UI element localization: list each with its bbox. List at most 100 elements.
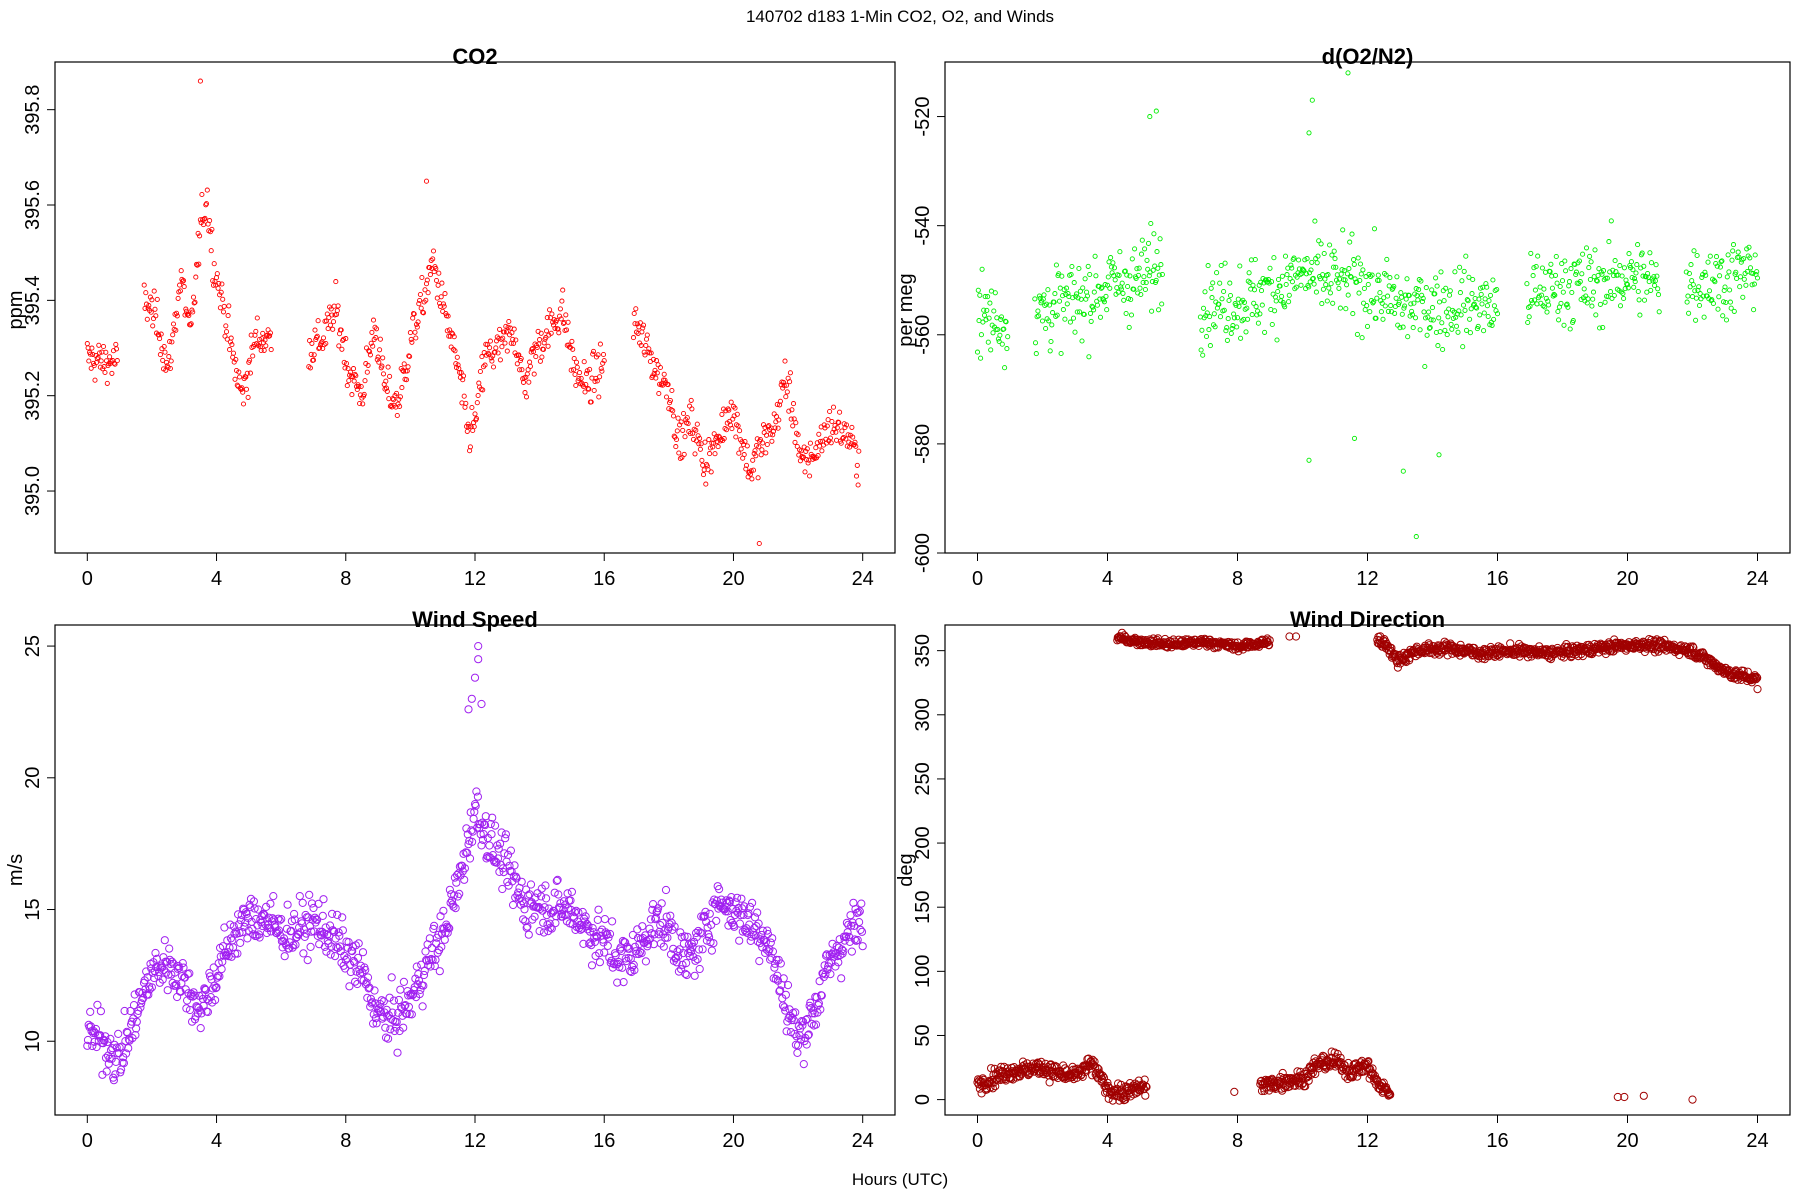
o2n2-data-point [1301, 268, 1307, 274]
o2n2-data-point [1556, 317, 1562, 323]
o2n2-data-point [1107, 285, 1113, 291]
o2n2-data-point [1052, 291, 1058, 297]
o2n2-data-point [1525, 319, 1531, 326]
co2-data-point [502, 340, 508, 346]
o2n2-data-point [1283, 281, 1289, 288]
co2-data-point [234, 382, 240, 388]
wind-speed-data-point [535, 927, 544, 936]
co2-data-point [190, 309, 196, 315]
co2-data-point [260, 330, 266, 336]
co2-data-point [707, 451, 713, 457]
wind-direction-data-point [1230, 1087, 1239, 1097]
co2-data-point [427, 272, 433, 278]
co2-data-point [153, 313, 159, 319]
co2-data-point [393, 390, 400, 396]
o2n2-data-point [1084, 293, 1090, 299]
o2n2-data-point [1590, 289, 1597, 295]
o2n2-data-point [1483, 281, 1489, 287]
co2-data-point [560, 320, 567, 327]
co2-data-point [442, 291, 448, 297]
o2n2-data-point [1701, 314, 1707, 320]
wind-speed-data-point [812, 993, 821, 1002]
co2-data-point [312, 327, 318, 333]
o2n2-data-point [1562, 258, 1568, 264]
o2n2-data-point [1365, 281, 1371, 288]
o2n2-data-point [1001, 326, 1007, 332]
o2n2-data-point [1696, 302, 1703, 309]
o2n2-data-point [1059, 273, 1065, 279]
o2n2-data-point [1221, 288, 1227, 295]
co2-data-point [210, 278, 216, 284]
co2-data-point [769, 438, 775, 444]
wind-direction-data-point [1639, 1091, 1648, 1100]
co2-data-point [377, 347, 383, 353]
o2n2-data-point [1528, 250, 1534, 256]
wind-speed-data-point [212, 983, 221, 992]
wind-speed-data-point [735, 936, 744, 945]
o2n2-data-point [1154, 249, 1160, 255]
o2n2-data-point [1460, 344, 1466, 350]
wind-direction-x-tick-label: 0 [972, 1130, 983, 1152]
o2n2-data-point [1719, 258, 1725, 264]
o2n2-data-point [1713, 254, 1720, 260]
co2-data-point [587, 366, 593, 372]
wind-speed-data-point [443, 928, 452, 938]
wind-speed-data-point [269, 892, 278, 901]
co2-data-point [425, 290, 431, 296]
wind-speed-data-point [517, 877, 526, 886]
co2-data-point [525, 367, 531, 373]
wind-speed-data-point [520, 905, 529, 914]
co2-data-point [485, 350, 491, 356]
co2-data-point [497, 357, 503, 363]
co2-data-point [856, 448, 862, 454]
o2n2-data-point [1378, 298, 1384, 304]
wind-direction-data-point [1094, 1065, 1103, 1074]
o2n2-data-point [1447, 288, 1453, 294]
wind-speed-data-point [217, 965, 226, 974]
wind-speed-data-point [163, 986, 172, 995]
o2n2-data-point [1310, 275, 1316, 281]
wind-direction-data-point [1088, 1055, 1097, 1065]
o2n2-data-point [1364, 323, 1371, 329]
wind-speed-data-point [172, 980, 181, 989]
o2n2-data-point [1422, 363, 1428, 370]
co2-data-point [533, 354, 539, 360]
wind-speed-data-point [530, 912, 539, 921]
o2n2-data-point [1327, 242, 1333, 248]
wind-speed-data-point [603, 941, 612, 951]
wind-direction-x-tick-label: 4 [1102, 1130, 1113, 1152]
o2n2-data-point [1580, 251, 1586, 257]
o2n2-data-point [1576, 258, 1583, 264]
co2-data-point [552, 325, 558, 331]
o2n2-data-point [1715, 306, 1721, 312]
o2n2-data-point [1654, 273, 1660, 279]
co2-x-tick-label: 4 [211, 568, 222, 590]
o2n2-data-point [1308, 267, 1314, 273]
o2n2-data-point [1140, 279, 1146, 286]
o2n2-data-point [1559, 261, 1565, 267]
co2-data-point [476, 380, 482, 386]
o2n2-data-point [1567, 326, 1573, 332]
co2-data-point [854, 462, 860, 468]
o2n2-x-tick-label: 12 [1356, 568, 1378, 590]
o2n2-data-point [1738, 259, 1744, 265]
o2n2-data-point [1076, 265, 1082, 272]
co2-data-point [308, 351, 314, 357]
o2n2-data-point [1604, 275, 1610, 281]
o2n2-data-point [1741, 276, 1747, 282]
o2n2-data-point [1446, 292, 1453, 298]
o2n2-data-point [1347, 273, 1354, 279]
wind-speed-data-point [755, 957, 764, 966]
wind-direction-data-point [1103, 1078, 1112, 1087]
co2-data-point [307, 365, 313, 371]
o2n2-data-point [1326, 285, 1332, 291]
wind-speed-x-tick-label: 4 [211, 1130, 222, 1152]
o2n2-data-point [1371, 299, 1377, 305]
wind-direction-data-point [1285, 632, 1294, 641]
co2-data-point [383, 385, 390, 391]
co2-data-point [240, 401, 247, 407]
o2n2-data-point [1730, 248, 1736, 254]
o2n2-data-point [1398, 294, 1405, 300]
co2-data-point [440, 301, 447, 307]
wind-speed-data-point [615, 963, 624, 972]
